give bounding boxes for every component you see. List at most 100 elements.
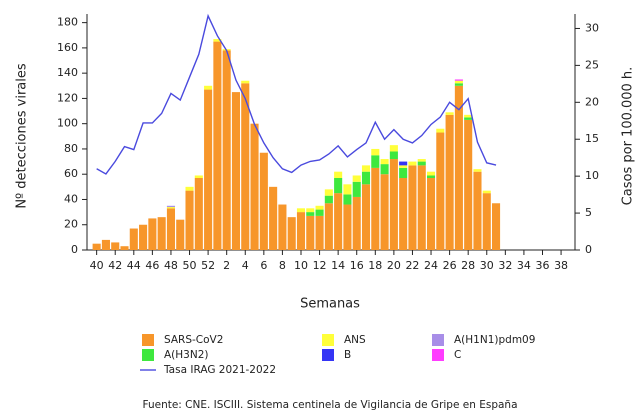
y2-tick-label: 25 bbox=[585, 58, 599, 71]
x-tick-label: 26 bbox=[443, 259, 457, 272]
bar bbox=[380, 174, 389, 250]
x-tick-label: 30 bbox=[480, 259, 494, 272]
y-tick-label: 60 bbox=[64, 167, 78, 180]
y-axis-title: Nº detecciones virales bbox=[15, 63, 30, 209]
bar bbox=[231, 92, 241, 251]
bar bbox=[454, 80, 463, 84]
x-tick-label: 18 bbox=[368, 259, 382, 272]
legend-swatch bbox=[142, 334, 154, 346]
bar bbox=[148, 218, 157, 250]
bar bbox=[157, 217, 166, 250]
bar bbox=[445, 112, 454, 115]
x-tick-label: 32 bbox=[498, 259, 512, 272]
legend-label: ANS bbox=[344, 334, 366, 346]
bar bbox=[436, 132, 445, 250]
bar bbox=[482, 190, 491, 194]
x-tick-label: 12 bbox=[313, 259, 327, 272]
y-tick-label: 160 bbox=[57, 41, 78, 54]
bar bbox=[139, 224, 148, 250]
bar bbox=[111, 242, 120, 250]
line bbox=[96, 13, 497, 175]
y2-axis-title: Casos por 100.000 h. bbox=[621, 67, 636, 206]
bar bbox=[454, 79, 463, 81]
bar bbox=[417, 159, 426, 162]
bar bbox=[389, 159, 398, 250]
bar bbox=[399, 167, 408, 178]
bar bbox=[482, 193, 491, 250]
bar bbox=[454, 85, 463, 250]
bar bbox=[204, 85, 213, 90]
bar bbox=[278, 204, 287, 250]
legend-label: A(H3N2) bbox=[164, 349, 209, 361]
bar bbox=[129, 228, 138, 250]
bar bbox=[101, 239, 110, 250]
x-tick-label: 50 bbox=[183, 259, 197, 272]
x-tick-label: 52 bbox=[201, 259, 215, 272]
x-tick-label: 2 bbox=[223, 259, 230, 272]
bar bbox=[176, 219, 185, 250]
y-tick-label: 120 bbox=[57, 91, 78, 104]
bar bbox=[306, 212, 315, 216]
bar bbox=[426, 175, 436, 178]
bar bbox=[241, 83, 250, 251]
y-tick-label: 80 bbox=[64, 142, 78, 155]
bar bbox=[473, 171, 482, 250]
bar bbox=[371, 148, 380, 156]
legend-swatch bbox=[322, 349, 334, 361]
bar bbox=[399, 161, 408, 166]
x-tick-label: 4 bbox=[242, 259, 249, 272]
bar bbox=[361, 165, 371, 172]
x-tick-label: 42 bbox=[108, 259, 122, 272]
y2-tick-label: 0 bbox=[585, 243, 592, 256]
legend-swatch bbox=[432, 349, 444, 361]
bar bbox=[361, 184, 371, 250]
legend-label: Tasa IRAG 2021-2022 bbox=[163, 364, 276, 376]
bar bbox=[426, 171, 436, 176]
bar bbox=[464, 117, 473, 120]
bar bbox=[343, 184, 352, 195]
bar bbox=[315, 209, 324, 216]
bar bbox=[473, 169, 482, 172]
bar bbox=[417, 161, 426, 166]
bar bbox=[185, 186, 194, 191]
y-tick-label: 100 bbox=[57, 117, 78, 130]
bar bbox=[343, 204, 352, 250]
bar bbox=[185, 190, 194, 250]
bar bbox=[408, 161, 417, 166]
x-tick-label: 38 bbox=[554, 259, 568, 272]
y2-tick-label: 15 bbox=[585, 132, 599, 145]
bar bbox=[250, 123, 259, 250]
bar bbox=[166, 208, 175, 250]
bar bbox=[492, 203, 501, 250]
y-tick-label: 180 bbox=[57, 16, 78, 29]
bar bbox=[306, 215, 315, 250]
bar bbox=[315, 215, 324, 250]
bar bbox=[352, 196, 361, 250]
x-tick-label: 22 bbox=[405, 259, 419, 272]
bar bbox=[213, 39, 222, 42]
y-tick-label: 0 bbox=[71, 243, 78, 256]
bar bbox=[380, 159, 389, 165]
y2-tick-label: 20 bbox=[585, 95, 599, 108]
source: Fuente: CNE. ISCIII. Sistema centinela d… bbox=[142, 399, 517, 411]
bar bbox=[417, 165, 426, 250]
bar bbox=[296, 212, 306, 250]
x-tick-label: 34 bbox=[517, 259, 531, 272]
bar bbox=[334, 178, 343, 194]
bar bbox=[334, 171, 343, 178]
y2-tick-label: 10 bbox=[585, 169, 599, 182]
bar bbox=[464, 119, 473, 250]
legend-swatch bbox=[142, 349, 154, 361]
bar bbox=[287, 217, 296, 250]
x-tick-label: 6 bbox=[260, 259, 267, 272]
x-axis-title: Semanas bbox=[300, 297, 360, 312]
x-tick-label: 24 bbox=[424, 259, 438, 272]
bar bbox=[445, 114, 454, 250]
legend-swatch bbox=[432, 334, 444, 346]
bar bbox=[194, 178, 203, 250]
x-tick-label: 14 bbox=[331, 259, 345, 272]
y2-tick-label: 30 bbox=[585, 21, 599, 34]
x-tick-label: 46 bbox=[145, 259, 159, 272]
x-tick-label: 48 bbox=[164, 259, 178, 272]
bar bbox=[315, 205, 324, 210]
